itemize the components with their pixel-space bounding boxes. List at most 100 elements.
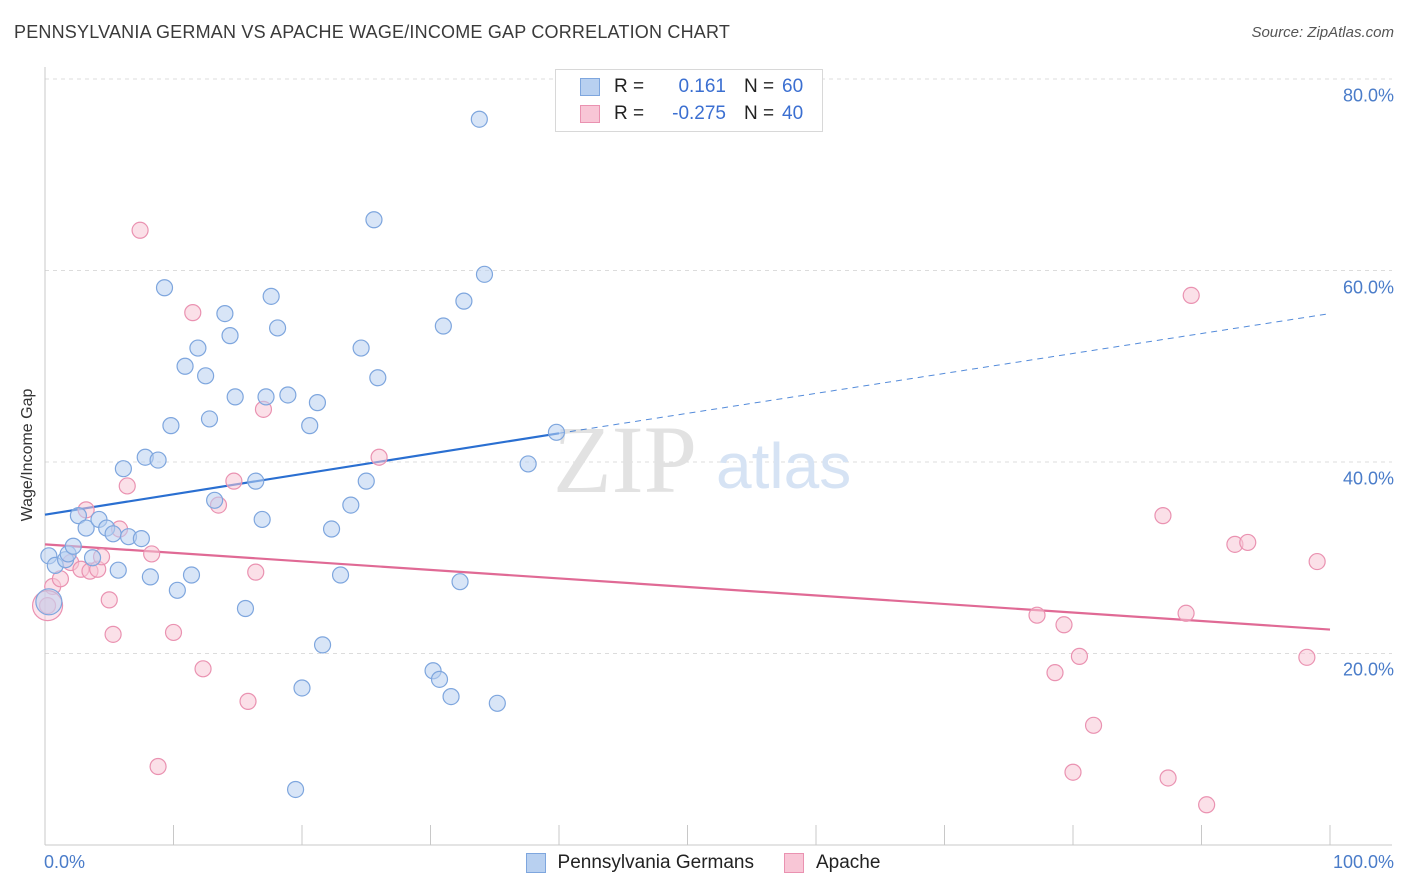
y-tick-60: 60.0% [1342, 277, 1394, 298]
legend-item-pennsylvania-germans[interactable]: Pennsylvania Germans [525, 852, 754, 874]
apache-point [104, 625, 122, 643]
legend-r-value: 0.161 [678, 76, 726, 97]
legend-n-value: 60 [782, 76, 804, 97]
pennsylvania-germans-point [200, 410, 219, 428]
pennsylvania-germans-point [109, 561, 127, 579]
pennsylvania-germans-point [216, 304, 234, 323]
pennsylvania-germans-point-cluster [35, 588, 63, 616]
pennsylvania-germans-point [322, 520, 341, 538]
apache-point [1308, 552, 1326, 571]
pennsylvania-germans-point [357, 472, 375, 490]
apache-point [194, 660, 212, 678]
watermark-zip: ZIP [553, 406, 697, 513]
pennsylvania-germans-point [64, 537, 82, 555]
gridlines [45, 78, 1392, 654]
pennsylvania-germans-point [365, 211, 383, 229]
apache-point [164, 623, 183, 642]
pennsylvania-germans-point [132, 529, 150, 548]
pennsylvania-germans-point [455, 292, 473, 310]
legend-n-label: N = [744, 103, 775, 124]
pennsylvania-germans-point [308, 394, 327, 412]
legend-label-pennsylvania-germans: Pennsylvania Germans [557, 852, 754, 873]
stats-legend: R = 0.161 N = 60 R = -0.275 N = 40 [555, 69, 823, 132]
apache-point [1055, 616, 1073, 634]
x-max-label: 100.0% [1332, 852, 1394, 872]
apache-point [149, 757, 167, 776]
pennsylvania-germans-point [206, 491, 224, 509]
apache-point [370, 448, 388, 466]
chart-title: PENNSYLVANIA GERMAN VS APACHE WAGE/INCOM… [14, 22, 731, 42]
pennsylvania-germans-point [369, 369, 387, 387]
apache-point [1159, 769, 1177, 787]
pennsylvania-germans-point [141, 568, 159, 586]
apache-point [239, 692, 257, 710]
trend-lines [44, 313, 1331, 631]
trend-line-apache [44, 543, 1331, 631]
legend-label-apache: Apache [815, 852, 881, 873]
pennsylvania-germans-point [262, 287, 280, 305]
pennsylvania-germans-point [182, 566, 201, 584]
pennsylvania-germans-point [155, 279, 174, 297]
apache-point [1154, 507, 1172, 525]
apache-point [1298, 648, 1316, 666]
legend-n-label: N = [744, 76, 775, 97]
pennsylvania-germans-points [35, 110, 566, 799]
legend-swatch-pink [580, 105, 600, 123]
pennsylvania-germans-point [83, 549, 102, 567]
apache-point [184, 304, 202, 322]
pennsylvania-germans-point [104, 525, 122, 543]
apache-point [1177, 604, 1195, 622]
pennsylvania-germans-point [470, 110, 488, 128]
apache-point [1028, 606, 1046, 624]
pennsylvania-germans-point [488, 694, 506, 712]
pennsylvania-germans-point [286, 780, 305, 799]
pennsylvania-germans-point [547, 423, 566, 441]
pennsylvania-germans-point [149, 451, 167, 469]
legend-row-pennsylvania: R = 0.161 N = 60 [580, 73, 803, 101]
apache-point [1064, 763, 1082, 781]
apache-point [118, 477, 136, 495]
pennsylvania-germans-point [226, 388, 244, 406]
pennsylvania-germans-point [430, 670, 449, 688]
pennsylvania-germans-point [197, 367, 215, 385]
pennsylvania-germans-point [342, 496, 360, 514]
apache-point [131, 221, 149, 239]
legend-r-value: -0.275 [672, 103, 726, 124]
y-tick-80: 80.0% [1342, 85, 1394, 106]
series-legend: Pennsylvania Germans Apache [0, 852, 1406, 874]
apache-points [31, 221, 1326, 814]
pennsylvania-germans-point [114, 460, 132, 478]
pennsylvania-germans-point [253, 510, 271, 529]
apache-point [1084, 716, 1103, 734]
pennsylvania-germans-point [77, 519, 95, 537]
apache-point [247, 563, 265, 581]
pennsylvania-germans-point [257, 388, 275, 406]
apache-point [1070, 647, 1089, 665]
apache-point [1182, 286, 1200, 304]
pennsylvania-germans-point [331, 566, 350, 584]
pennsylvania-germans-point [434, 317, 452, 335]
pennsylvania-germans-point [69, 507, 88, 525]
pennsylvania-germans-point [352, 339, 370, 357]
legend-swatch-pink [783, 853, 804, 873]
pennsylvania-germans-point [301, 417, 319, 435]
legend-swatch-blue [580, 78, 600, 96]
pennsylvania-germans-point [176, 357, 194, 375]
pennsylvania-germans-point [268, 319, 287, 337]
apache-point [1239, 533, 1257, 552]
watermark-atlas: atlas [716, 430, 851, 502]
apache-point [100, 591, 118, 609]
pennsylvania-germans-point [442, 687, 460, 706]
pennsylvania-germans-point [451, 573, 469, 591]
pennsylvania-germans-point [221, 327, 239, 345]
pennsylvania-germans-point [236, 599, 255, 618]
pennsylvania-germans-point [293, 679, 311, 697]
pennsylvania-germans-point [247, 472, 265, 490]
legend-item-apache[interactable]: Apache [783, 852, 881, 874]
pennsylvania-germans-point [475, 265, 494, 283]
pennsylvania-germans-point [313, 636, 332, 654]
pennsylvania-germans-point [162, 417, 180, 435]
y-tick-20: 20.0% [1342, 659, 1394, 680]
pennsylvania-germans-point [279, 386, 297, 404]
